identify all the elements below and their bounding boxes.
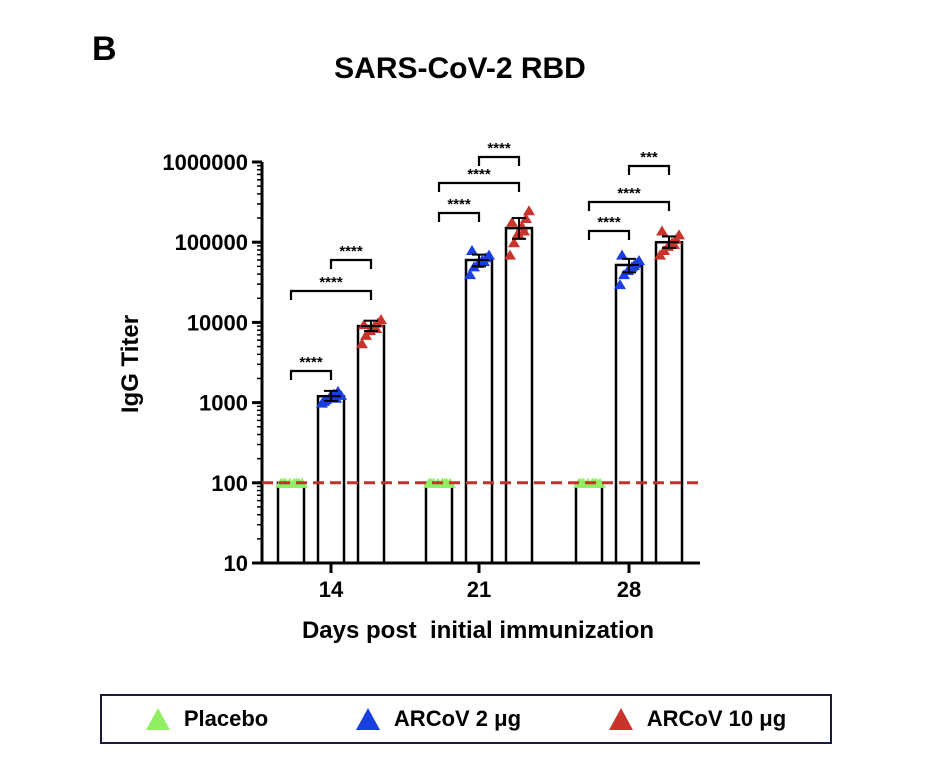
significance-label: **** xyxy=(487,140,511,157)
significance-layer: *********************************** xyxy=(289,140,671,380)
significance-label: **** xyxy=(319,274,343,291)
y-tick-label: 1000000 xyxy=(162,150,248,175)
chart-title: SARS-CoV-2 RBD xyxy=(334,52,586,85)
bar xyxy=(614,263,644,565)
data-point xyxy=(518,225,530,236)
bar xyxy=(654,240,684,565)
significance-bracket xyxy=(289,289,373,300)
significance-label: **** xyxy=(299,354,323,371)
significance-bracket xyxy=(437,211,481,222)
significance-label: **** xyxy=(617,185,641,202)
x-tick-label: 21 xyxy=(467,577,491,602)
data-point xyxy=(464,269,476,280)
legend-label: ARCoV 10 μg xyxy=(646,706,787,731)
significance-bracket xyxy=(627,164,671,175)
panel-label: B xyxy=(92,30,117,68)
data-point xyxy=(656,225,668,236)
data-point xyxy=(633,254,645,265)
data-point xyxy=(466,244,478,255)
bar xyxy=(316,394,346,565)
significance-bracket xyxy=(437,181,521,192)
bar xyxy=(276,481,306,565)
legend-item-placebo: Placebo xyxy=(145,706,269,732)
y-tick-label: 10 xyxy=(224,551,248,576)
data-point xyxy=(438,477,451,488)
y-tick-label: 100000 xyxy=(175,230,248,255)
significance-label: **** xyxy=(467,166,491,183)
data-point xyxy=(375,314,387,325)
significance-label: **** xyxy=(447,196,471,213)
arcov-10-triangle-icon xyxy=(608,708,633,730)
significance-bracket xyxy=(477,155,521,166)
significance-bracket xyxy=(329,258,373,269)
data-point xyxy=(356,338,368,349)
significance-bracket xyxy=(587,229,631,240)
significance-label: *** xyxy=(640,149,658,166)
placebo-triangle-icon xyxy=(145,708,170,730)
data-point xyxy=(614,279,626,290)
data-point xyxy=(523,205,535,216)
legend-label: Placebo xyxy=(183,706,269,731)
data-point xyxy=(616,249,628,260)
data-point xyxy=(425,477,438,488)
arcov-2-triangle-icon xyxy=(355,708,380,730)
legend: Placebo ARCoV 2 μg ARCoV 10 μg xyxy=(100,694,832,744)
data-point xyxy=(668,238,680,249)
bar xyxy=(356,324,386,565)
x-tick-label: 14 xyxy=(319,577,344,602)
data-point xyxy=(575,477,588,488)
bar xyxy=(424,481,454,565)
data-point xyxy=(478,256,490,267)
data-point xyxy=(508,237,520,248)
legend-item-arcov-10: ARCoV 10 μg xyxy=(608,706,787,732)
legend-item-arcov-2: ARCoV 2 μg xyxy=(355,706,522,732)
significance-bracket xyxy=(289,369,333,380)
x-tick-label: 28 xyxy=(617,577,641,602)
significance-label: **** xyxy=(339,243,363,260)
data-point xyxy=(673,229,685,240)
y-tick-label: 100 xyxy=(211,471,248,496)
y-tick-label: 10000 xyxy=(187,310,248,335)
data-point xyxy=(483,249,495,260)
bar xyxy=(464,258,494,565)
y-axis-title: IgG Titer xyxy=(117,315,144,413)
axes-layer: 10 100 1000 10000 100000 1000000 14 21 28 xyxy=(162,150,700,602)
bar xyxy=(504,226,534,565)
y-tick-label: 1000 xyxy=(199,391,248,416)
data-point xyxy=(504,249,516,260)
x-axis-title: Days post initial immunization xyxy=(302,617,654,644)
significance-label: **** xyxy=(597,214,621,231)
significance-bracket xyxy=(587,200,671,211)
error-bars-layer xyxy=(321,217,679,402)
bar xyxy=(574,481,604,565)
legend-label: ARCoV 2 μg xyxy=(393,706,522,731)
data-point xyxy=(506,216,518,227)
